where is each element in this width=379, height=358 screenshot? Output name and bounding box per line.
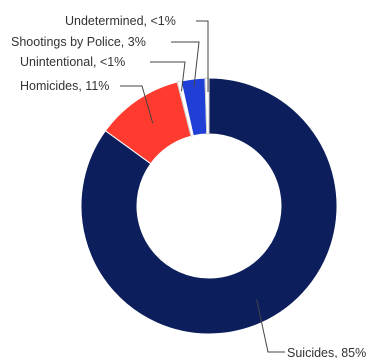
- donut-slices: [80, 77, 338, 335]
- leader-police: [171, 41, 200, 88]
- leader-suicides: [256, 299, 285, 353]
- label-unintentional: Unintentional, <1%: [20, 55, 125, 69]
- leader-unintentional: [150, 61, 186, 92]
- label-suicides: Suicides, 85%: [287, 346, 366, 358]
- label-police: Shootings by Police, 3%: [11, 35, 146, 49]
- slice-suicides: [80, 77, 338, 335]
- label-undetermined: Undetermined, <1%: [65, 14, 176, 28]
- leader-undetermined: [196, 20, 209, 93]
- leader-homicides: [120, 85, 154, 124]
- slice-labels: Undetermined, <1% Shootings by Police, 3…: [11, 14, 366, 358]
- leader-lines: [120, 20, 285, 353]
- label-homicides: Homicides, 11%: [20, 79, 109, 93]
